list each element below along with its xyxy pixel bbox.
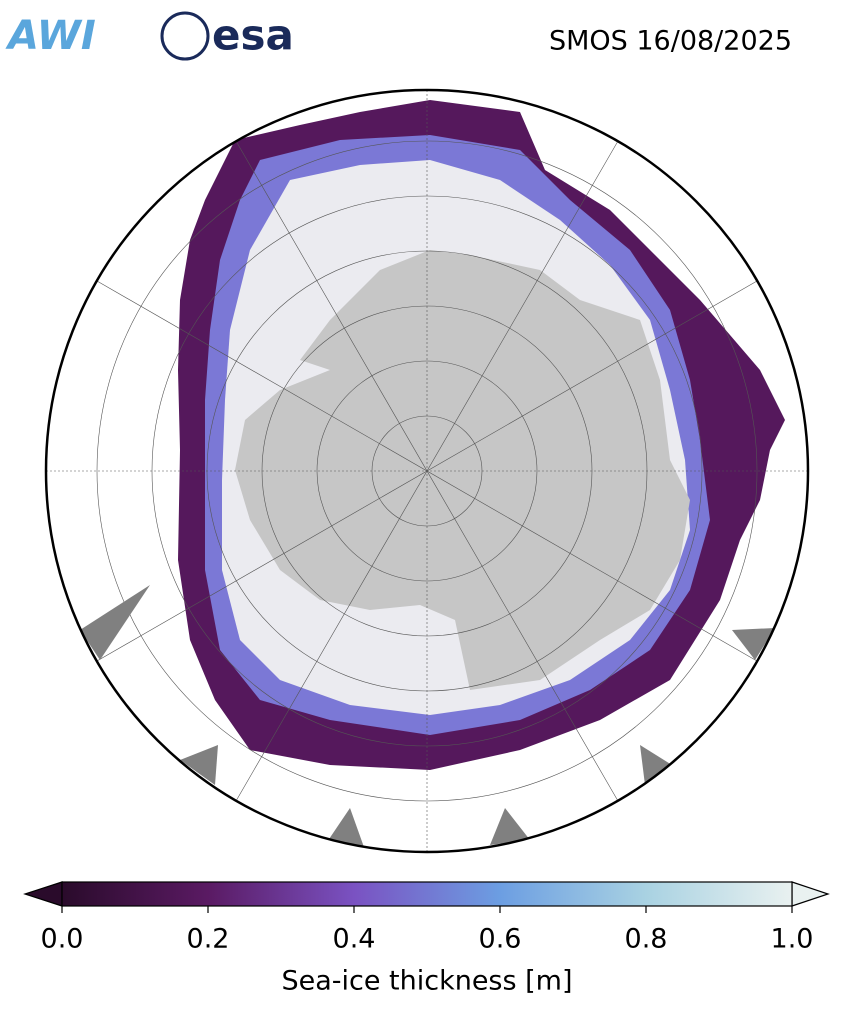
esa-logo: esa <box>212 11 294 60</box>
esa-emblem <box>160 11 210 61</box>
graticule <box>46 90 808 852</box>
colorbar-tick-label: 0.0 <box>41 924 84 955</box>
map <box>46 90 808 852</box>
antarctica <box>235 250 690 690</box>
colorbar-tick-label: 0.6 <box>479 924 522 955</box>
awi-logo: AWI <box>5 13 96 59</box>
colorbar: 0.0 0.2 0.4 0.6 0.8 1.0 <box>23 881 830 955</box>
colorbar-tick-label: 0.4 <box>333 924 376 955</box>
title: SMOS 16/08/2025 <box>549 26 792 57</box>
colorbar-extend-low <box>23 881 63 907</box>
colorbar-gradient <box>61 881 793 907</box>
colorbar-tick-label: 1.0 <box>771 924 814 955</box>
colorbar-tick-label: 0.8 <box>625 924 668 955</box>
colorbar-tick-label: 0.2 <box>187 924 230 955</box>
map-frame <box>44 88 810 854</box>
colorbar-label: Sea-ice thickness [m] <box>281 966 572 997</box>
colorbar-extend-high <box>791 881 830 907</box>
